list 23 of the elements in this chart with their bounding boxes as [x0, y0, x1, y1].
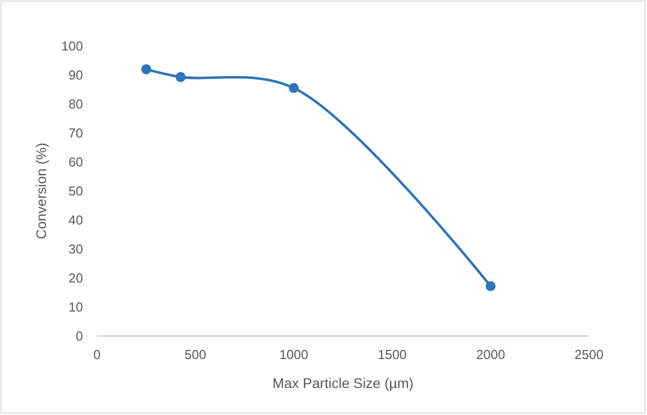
- x-tick-label: 1000: [279, 347, 308, 362]
- x-tick-label: 2000: [476, 347, 506, 362]
- x-tick-label: 1500: [378, 347, 407, 362]
- y-tick-label: 50: [68, 184, 83, 198]
- y-tick-label: 100: [61, 38, 83, 54]
- point: [141, 64, 152, 74]
- y-tick-label: 0: [76, 328, 83, 344]
- y-tick-label: 70: [68, 126, 83, 140]
- y-tick-label: 80: [68, 96, 83, 112]
- point: [486, 281, 496, 292]
- x-tick-label: 500: [184, 347, 206, 362]
- y-tick-label: 20: [68, 270, 83, 286]
- y-tick-label: 40: [68, 212, 83, 228]
- y-tick-label: 10: [68, 300, 83, 314]
- x-axis-title: Max Particle Size (µm): [272, 375, 414, 391]
- y-tick-label: 90: [68, 68, 83, 82]
- y-axis-title: Conversion (%): [33, 142, 49, 240]
- y-tick-label: 60: [68, 154, 83, 170]
- point: [288, 83, 299, 94]
- x-tick-label: 2500: [574, 347, 604, 362]
- point: [176, 72, 186, 82]
- x-tick-label: 0: [93, 347, 101, 362]
- y-tick-label: 30: [68, 242, 83, 256]
